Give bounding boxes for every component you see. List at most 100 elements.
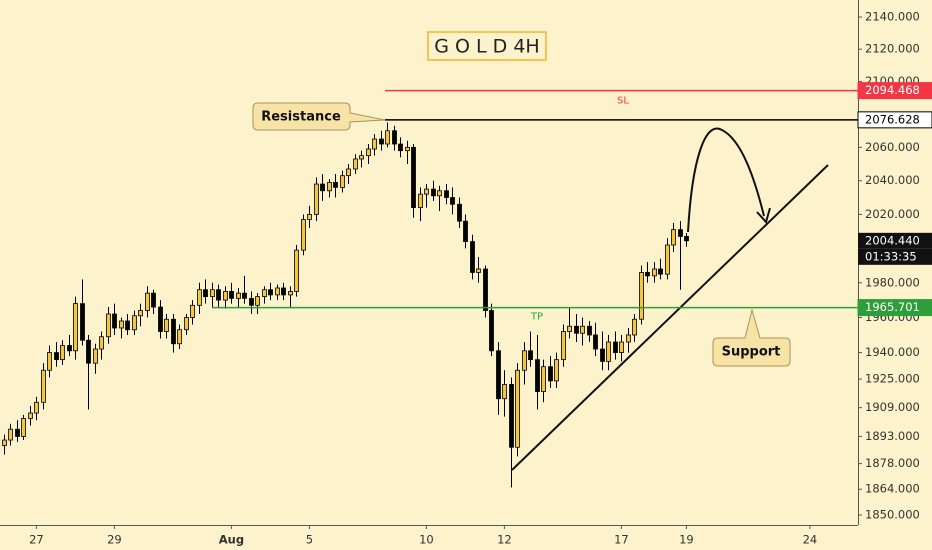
candle-body	[164, 318, 169, 332]
x-tick-label: 17	[614, 533, 629, 547]
candle-body	[54, 352, 59, 361]
candle-body	[138, 310, 143, 317]
trend-line	[511, 164, 829, 471]
annotation: Support	[722, 345, 781, 360]
price-label-box	[857, 299, 932, 317]
candle-body	[301, 219, 306, 251]
candle-body	[158, 306, 163, 332]
y-tick-label: 1864.000	[865, 482, 920, 496]
projection-arrow	[687, 127, 765, 233]
candle-body	[112, 313, 117, 329]
candle-body	[333, 181, 338, 188]
candle-body	[60, 345, 65, 361]
candle-body	[47, 352, 52, 371]
resistance-callout	[252, 102, 386, 131]
candle-body	[684, 236, 689, 242]
candle-body	[398, 143, 403, 152]
candle-body	[67, 345, 72, 352]
candle-body	[190, 304, 195, 318]
candle-body	[197, 289, 202, 306]
candle-body	[106, 313, 111, 338]
candle-body	[619, 341, 624, 353]
y-tick-label: 1909.000	[865, 400, 920, 414]
candle-body	[73, 303, 78, 352]
y-tick-label: 2140.000	[865, 10, 920, 24]
level-name: TP	[530, 312, 543, 323]
candle-body	[28, 412, 33, 419]
y-tick-label: 1893.000	[865, 429, 920, 443]
candle-body	[652, 268, 657, 277]
candle-body	[587, 325, 592, 336]
plot	[2, 122, 689, 488]
candle-body	[372, 138, 377, 150]
candle-body	[184, 317, 189, 331]
candle-body	[203, 289, 208, 298]
candle-body	[145, 292, 150, 311]
candle-body	[281, 287, 286, 296]
candle-body	[450, 197, 455, 205]
chart-title: G O L D 4H	[434, 36, 539, 58]
x-tick-label: 27	[29, 533, 44, 547]
candle-body	[340, 175, 345, 188]
candle-body	[8, 428, 13, 441]
candle-body	[2, 439, 7, 446]
candle-body	[665, 244, 670, 275]
candle-body	[21, 418, 26, 437]
y-tick-label: 1925.000	[865, 372, 920, 386]
price-label-box	[857, 82, 932, 100]
arrow-head	[756, 207, 771, 225]
candle-body	[431, 188, 436, 197]
candle-body	[574, 325, 579, 334]
candle-body	[405, 146, 410, 152]
candle-body	[632, 318, 637, 336]
candle-body	[125, 320, 130, 331]
candle-body	[236, 292, 241, 299]
candle-body	[515, 369, 520, 448]
title-box	[427, 31, 547, 61]
candle-body	[119, 320, 124, 329]
candle-body	[353, 158, 358, 170]
candle-body	[15, 428, 20, 437]
candle-body	[411, 146, 416, 209]
candle-body	[242, 292, 247, 299]
x-tick-label: 10	[419, 533, 434, 547]
last-price-label: 2004.440	[865, 233, 920, 247]
candle-body	[216, 289, 221, 301]
candle-body	[294, 249, 299, 292]
candle-body	[561, 331, 566, 361]
candle-body	[229, 291, 234, 299]
y-tick-label: 1940.000	[865, 345, 920, 359]
candle-body	[151, 292, 156, 308]
candle-body	[255, 296, 260, 306]
x-tick-label: 5	[306, 533, 313, 547]
candle-body	[275, 287, 280, 296]
candle-body	[437, 190, 442, 197]
candle-body	[639, 272, 644, 320]
x-tick-label: 29	[107, 533, 122, 547]
candle-body	[177, 329, 182, 345]
candle-body	[567, 325, 572, 332]
candle-body	[522, 350, 527, 371]
x-tick-label: Aug	[219, 533, 244, 547]
candle-body	[483, 268, 488, 311]
candle-body	[41, 369, 46, 403]
y-tick-label: 1980.000	[865, 275, 920, 289]
candle-body	[626, 334, 631, 343]
candle-body	[658, 268, 663, 275]
candle-body	[671, 229, 676, 246]
candle-body	[418, 193, 423, 209]
price-label: 1965.701	[865, 300, 920, 314]
price-label-box	[857, 111, 932, 129]
candle-body	[307, 213, 312, 220]
x-tick-label: 12	[497, 533, 512, 547]
candle-body	[496, 350, 501, 400]
x-tick-label: 19	[679, 533, 694, 547]
y-tick-label: 2120.000	[865, 42, 920, 56]
candle-body	[132, 315, 137, 331]
candle-body	[489, 310, 494, 352]
price-label: 2076.628	[865, 112, 920, 126]
candle-body	[535, 359, 540, 392]
candle-body	[327, 181, 332, 192]
candle-body	[600, 348, 605, 362]
candle-body	[262, 289, 267, 298]
